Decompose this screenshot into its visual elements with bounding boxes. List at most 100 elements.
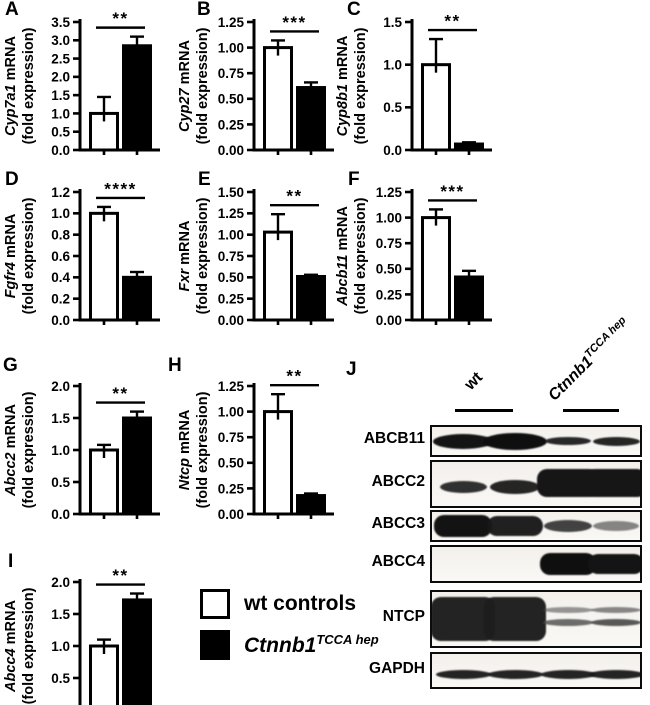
panel-label-G: G: [3, 355, 18, 376]
significance-stars: **: [112, 566, 128, 585]
y-tick-label: 0.50: [218, 92, 244, 107]
wt-group-label-text: wt: [461, 368, 487, 394]
bar-ctnnb1: [296, 86, 326, 152]
y-tick-label: 0.75: [218, 430, 245, 445]
band-ntcp-lane3: [543, 618, 594, 626]
y-tick-label: 1.0: [383, 58, 402, 73]
bar-ctnnb1: [122, 416, 152, 516]
y-tick-label: 0.00: [218, 313, 244, 328]
y-tick-label: 1.0: [51, 639, 70, 654]
bar-wt: [421, 63, 451, 152]
y-axis-label-units: (fold expression): [195, 27, 211, 144]
chart-E: 0.00 0.25 0.50 0.75 1.00 1.25 1.50 ** Fxr mRNA (f…: [176, 176, 350, 345]
y-tick-label: 0.5: [51, 125, 70, 140]
legend-item-ctnnb1: Ctnnb1TCCA hep: [200, 630, 410, 660]
panel-F: F 0.00 0.25 0.50 0.75 1.00 1.25 *** Abcb11 mRNA…: [334, 168, 522, 340]
y-tick-label: 1.50: [218, 185, 244, 200]
y-axis-label-units: (fold expression): [21, 27, 37, 144]
legend-label-ctnnb1-main: Ctnnb1: [244, 634, 317, 657]
y-tick-label: 0.00: [218, 143, 244, 158]
panel-label-B: B: [197, 0, 211, 20]
chart-I: 0.0 0.5 1.0 1.5 2.0 ** Abcc4 mRNA(fold express…: [2, 566, 176, 705]
y-tick-label: 0.0: [51, 313, 70, 328]
panel-D: D 0.0 0.2 0.4 0.6 0.8 1.0 1.2 **** Fgfr4 mRNA (fo…: [2, 168, 190, 340]
y-axis-label-gene: Cyp27 mRNA: [177, 40, 193, 132]
bar-chart-I: 0.0 0.5 1.0 1.5 2.0 ** Abcc4 mRNA(fold express…: [3, 566, 152, 705]
y-tick-label: 0.0: [51, 703, 70, 705]
y-tick-label: 1.25: [376, 185, 403, 200]
blot-label-abcc3: ABCC3: [371, 515, 425, 532]
y-tick-label: 0.50: [218, 456, 244, 471]
blot-label-abcc2: ABCC2: [371, 473, 425, 490]
y-tick-label: 1.0: [51, 206, 70, 221]
blot-abcb11: [430, 425, 642, 457]
blot-ntcp: [430, 590, 642, 648]
y-tick-label: 0.0: [51, 143, 70, 158]
y-tick-label: 0.6: [51, 249, 70, 264]
y-tick-label: 2.0: [51, 70, 70, 85]
y-tick-label: 0.00: [218, 507, 244, 522]
chart-G: 0.0 0.5 1.0 1.5 2.0 ** Abcc2 mRNA (fold express…: [2, 370, 176, 539]
band-abcb11-lane4: [592, 436, 640, 446]
y-tick-label: 0.50: [218, 270, 244, 285]
bar-chart-H: 0.00 0.25 0.50 0.75 1.00 1.25 ** Ntcp mRNA (fold…: [177, 367, 334, 522]
y-tick-label: 0.75: [218, 249, 245, 264]
y-tick-label: 0.4: [51, 270, 70, 285]
y-axis-label-gene: Cyp7a1 mRNA: [3, 36, 19, 136]
y-tick-label: 1.00: [376, 210, 402, 225]
significance-stars: **: [286, 187, 302, 206]
band-abcc3-lane2: [487, 516, 544, 536]
y-axis-label-gene: Fxr mRNA: [177, 220, 193, 291]
bar-wt: [421, 216, 451, 322]
legend-swatch-white: [200, 589, 230, 619]
y-tick-label: 0.2: [51, 292, 70, 307]
panel-C: C 0.0 0.5 1.0 1.5 ** Cyp8b1 mRNA (fold express…: [334, 0, 522, 172]
legend-label-wt-controls: wt controls: [244, 592, 357, 615]
y-tick-label: 0.25: [218, 117, 245, 132]
y-tick-label: 0.25: [218, 481, 245, 496]
y-axis-label-gene: Cyp8b1 mRNA: [335, 35, 351, 136]
y-tick-label: 2.5: [51, 51, 70, 66]
band-abcc4-lane4: [588, 554, 640, 574]
bar-ctnnb1: [122, 598, 152, 705]
significance-stars: **: [112, 9, 128, 28]
chart-C: 0.0 0.5 1.0 1.5 ** Cyp8b1 mRNA (fold expressio…: [334, 6, 508, 175]
bar-wt: [263, 230, 293, 322]
band-ntcp-lane4: [591, 618, 640, 626]
band-abcc2-lane4: [585, 469, 640, 497]
wt-group-label: wt: [461, 368, 488, 395]
y-axis-label-units: (fold expression): [21, 197, 37, 314]
y-axis-label-gene: Abcc2 mRNA: [3, 404, 19, 497]
y-axis-label-units: (fold expression): [353, 27, 369, 144]
bar-wt: [89, 211, 119, 322]
wt-group-line: [455, 409, 513, 412]
blot-label-abcc4: ABCC4: [371, 553, 425, 570]
y-tick-label: 0.8: [51, 228, 70, 243]
blot-label-ntcp: NTCP: [382, 608, 425, 625]
blot-abcc2: [430, 460, 642, 508]
band-abcb11-lane3: [545, 437, 592, 445]
panel-A: A 0.0 0.5 1.0 1.5 2.0 2.5 3.0 3.5 ** Cyp7a1 mRNA(…: [2, 0, 190, 172]
panel-J: J wt Ctnnb1TCCA hep ABCB11 ABCC2 ABCC3 ABCC…: [345, 314, 648, 705]
band-abcc3-lane4: [593, 521, 640, 531]
bar-chart-F: 0.00 0.25 0.50 0.75 1.00 1.25 *** Abcb11 mRNA (f…: [335, 182, 492, 328]
ctnnb1-group-label-sup: TCCA hep: [582, 314, 629, 361]
chart-B: 0.00 0.25 0.50 0.75 1.00 1.25 *** Cyp27 mRNA (fo…: [176, 6, 350, 175]
panel-E: E 0.00 0.25 0.50 0.75 1.00 1.25 1.50 ** Fxr mRNA…: [176, 168, 364, 340]
bar-wt: [263, 46, 293, 152]
chart-D: 0.0 0.2 0.4 0.6 0.8 1.0 1.2 **** Fgfr4 mRNA (fold…: [2, 176, 176, 345]
blot-abcc4: [430, 545, 642, 583]
bar-wt: [89, 448, 119, 516]
y-tick-label: 0.00: [376, 313, 402, 328]
band-gapdh-lane2: [487, 670, 543, 679]
y-tick-label: 3.5: [51, 15, 70, 30]
y-tick-label: 0.75: [218, 66, 245, 81]
legend-item-wt-controls: wt controls: [200, 589, 410, 619]
y-tick-label: 1.2: [51, 185, 70, 200]
bar-chart-D: 0.0 0.2 0.4 0.6 0.8 1.0 1.2 **** Fgfr4 mRNA (fold…: [3, 179, 160, 328]
y-tick-label: 3.0: [51, 33, 70, 48]
y-tick-label: 1.00: [218, 404, 244, 419]
chart-A: 0.0 0.5 1.0 1.5 2.0 2.5 3.0 3.5 ** Cyp7a1 mRNA (fo…: [2, 6, 176, 175]
y-axis-label-gene: Abcc4 mRNA: [3, 600, 19, 693]
